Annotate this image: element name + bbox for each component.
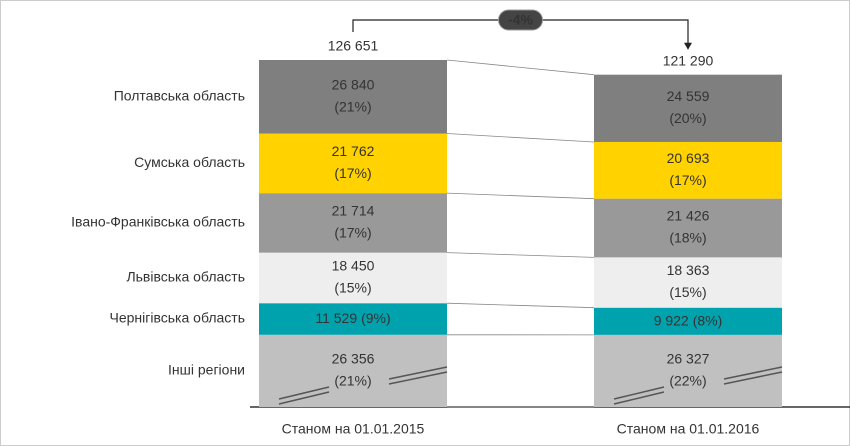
break-mark <box>278 391 330 405</box>
value-label: 18 363 <box>667 262 710 278</box>
value-label: 9 922 <box>654 312 689 328</box>
value-label: 24 559 <box>667 88 710 104</box>
bar-segment <box>259 193 447 253</box>
value-label: 21 426 <box>667 208 710 224</box>
bar-segment <box>594 74 782 142</box>
share-label: (18%) <box>669 230 706 246</box>
share-label: (8%) <box>693 312 723 328</box>
value-label: 21 762 <box>332 143 375 159</box>
connector <box>446 133 595 143</box>
total-label: 126 651 <box>328 38 379 54</box>
value-label: 20 693 <box>667 150 710 166</box>
share-label: (20%) <box>669 110 706 126</box>
bar-segment <box>259 334 447 407</box>
region-label: Інші регіони <box>168 362 245 378</box>
value-label: 11 529 <box>315 310 357 326</box>
break-mark <box>613 391 665 405</box>
break-mark <box>613 386 665 400</box>
break-mark <box>723 371 783 385</box>
share-label: (15%) <box>334 280 371 296</box>
bar-segment <box>259 133 447 194</box>
region-label: Полтавська область <box>114 87 245 103</box>
value-label: 18 450 <box>332 258 375 274</box>
region-label: Чернігівська область <box>110 310 245 326</box>
bar-segment <box>259 252 447 304</box>
total-label: 121 290 <box>663 52 714 68</box>
break-mark <box>388 366 448 380</box>
share-label: (17%) <box>669 172 706 188</box>
connector <box>446 59 595 76</box>
share-label: (21%) <box>334 98 371 114</box>
share-label: (9%) <box>361 310 391 326</box>
share-label: (17%) <box>334 165 371 181</box>
connector <box>446 252 595 258</box>
x-tick-label: Станом на 01.01.2016 <box>617 421 760 437</box>
connector <box>446 192 595 200</box>
x-tick-label: Станом на 01.01.2015 <box>282 421 425 437</box>
break-mark <box>278 386 330 400</box>
change-badge <box>498 9 543 31</box>
value-label: 26 327 <box>667 351 710 367</box>
connector <box>446 302 595 309</box>
arrow-head <box>684 42 692 50</box>
break-mark <box>388 371 448 385</box>
share-label: (21%) <box>334 373 371 389</box>
region-label: Львівська область <box>126 269 245 285</box>
share-label: (22%) <box>669 373 706 389</box>
region-label: Сумська область <box>134 154 245 170</box>
change-label: -4% <box>508 12 533 28</box>
value-label: 26 840 <box>332 76 375 92</box>
bar-segment <box>594 198 782 258</box>
bar-segment <box>259 60 447 134</box>
data-label: 11 529 (9%) <box>315 310 390 326</box>
bar-segment <box>259 303 447 335</box>
value-label: 26 356 <box>332 351 375 367</box>
bar-segment <box>594 334 782 407</box>
break-mark <box>723 366 783 380</box>
bar-segment <box>594 141 782 199</box>
share-label: (15%) <box>669 284 706 300</box>
region-label: Івано-Франківська область <box>71 214 245 230</box>
bar-segment <box>594 307 782 335</box>
data-label: 9 922 (8%) <box>654 312 723 328</box>
share-label: (17%) <box>334 225 371 241</box>
value-label: 21 714 <box>332 203 375 219</box>
bar-segment <box>594 257 782 308</box>
